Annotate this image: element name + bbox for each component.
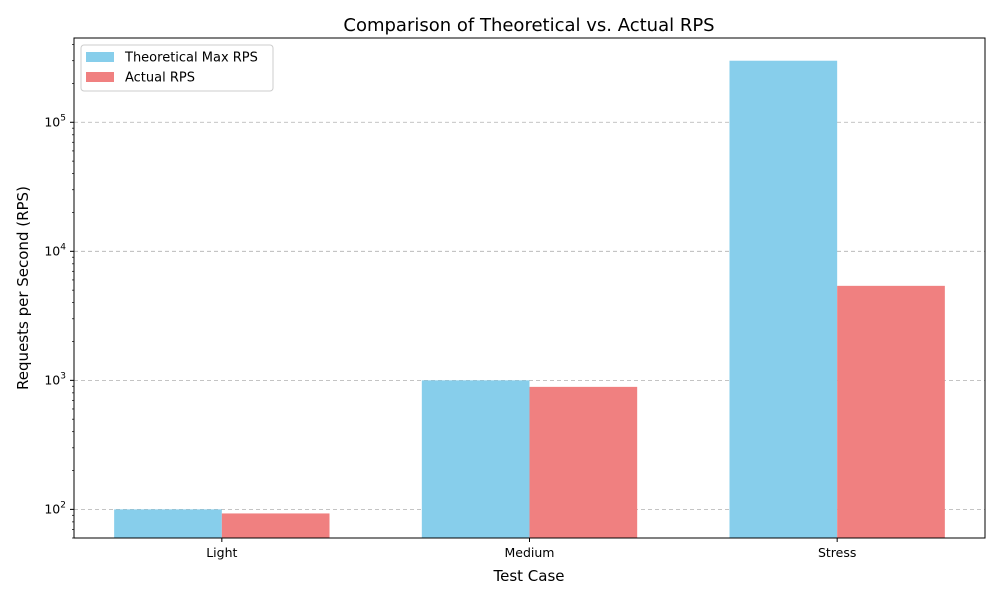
x-tick-label: Light xyxy=(206,545,237,560)
legend-swatch xyxy=(86,52,114,62)
bar-theoretical-max-rps-medium xyxy=(421,380,530,538)
legend-swatch xyxy=(86,72,114,82)
y-tick-label: 105 xyxy=(44,113,66,129)
bars xyxy=(114,60,945,538)
legend-label: Actual RPS xyxy=(125,71,195,86)
y-tick-base: 10 xyxy=(44,243,60,258)
chart-title: Comparison of Theoretical vs. Actual RPS xyxy=(343,15,714,36)
y-tick-base: 10 xyxy=(44,501,60,516)
y-tick-base: 10 xyxy=(44,114,60,129)
bar-actual-rps-light xyxy=(221,513,330,538)
y-tick-exponent: 5 xyxy=(60,113,66,123)
x-axis-ticks: Light Medium Stress xyxy=(206,538,856,560)
legend-box xyxy=(80,44,274,92)
x-tick-label: Stress xyxy=(818,545,856,560)
y-tick-label: 102 xyxy=(44,500,66,516)
bar-actual-rps-medium xyxy=(529,386,638,538)
legend: Theoretical Max RPS Actual RPS xyxy=(80,44,274,92)
x-axis-label: Test Case xyxy=(492,567,564,585)
y-tick-exponent: 4 xyxy=(60,242,66,252)
y-tick-exponent: 2 xyxy=(60,500,66,510)
y-axis-label: Requests per Second (RPS) xyxy=(14,186,32,390)
bar-theoretical-max-rps-light xyxy=(114,509,222,538)
y-tick-exponent: 3 xyxy=(60,371,66,381)
y-tick-label: 103 xyxy=(44,371,66,387)
y-tick-base: 10 xyxy=(44,372,60,387)
y-tick-label: 104 xyxy=(44,242,66,258)
x-tick-label: Medium xyxy=(505,545,555,560)
bar-theoretical-max-rps-stress xyxy=(729,60,838,538)
legend-label: Theoretical Max RPS xyxy=(124,51,258,66)
bar-actual-rps-stress xyxy=(837,285,945,538)
